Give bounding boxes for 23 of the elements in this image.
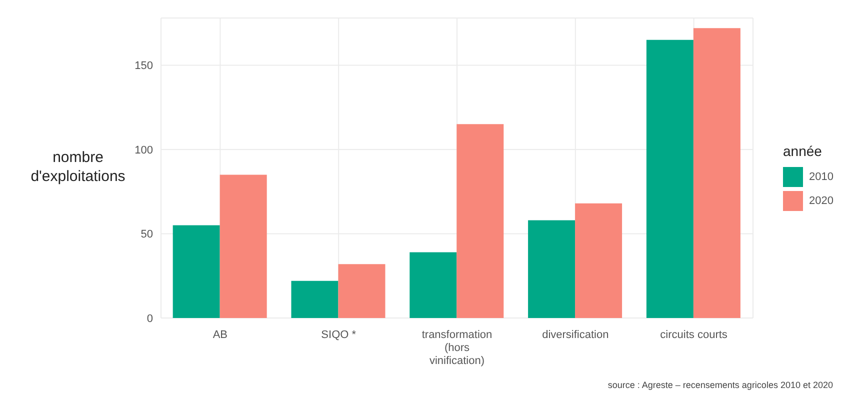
y-tick-label: 50 — [140, 228, 153, 241]
legend-label: 2020 — [809, 195, 834, 207]
bar — [410, 252, 457, 318]
x-tick-label: circuits courts — [660, 329, 728, 341]
legend-label: 2010 — [809, 171, 834, 183]
x-tick-label: diversification — [542, 329, 609, 341]
bar — [172, 225, 220, 318]
x-tick-label: transformation (hors vinification) — [422, 329, 492, 367]
y-tick-label: 150 — [134, 60, 153, 72]
bar — [575, 203, 622, 318]
bar — [291, 280, 338, 318]
source-note: source : Agreste – recensements agricoles 2010 et 2020 — [608, 380, 833, 390]
bar — [338, 264, 386, 318]
bar — [456, 124, 504, 318]
y-tick-label: 0 — [146, 312, 153, 325]
x-tick-label: SIQO * — [321, 329, 357, 341]
bar — [646, 40, 694, 318]
x-tick-label: AB — [212, 329, 228, 341]
bar — [693, 28, 740, 318]
bar — [220, 174, 267, 318]
y-tick-label: 100 — [134, 144, 153, 156]
legend-title: année — [783, 143, 823, 159]
bar — [528, 220, 576, 318]
